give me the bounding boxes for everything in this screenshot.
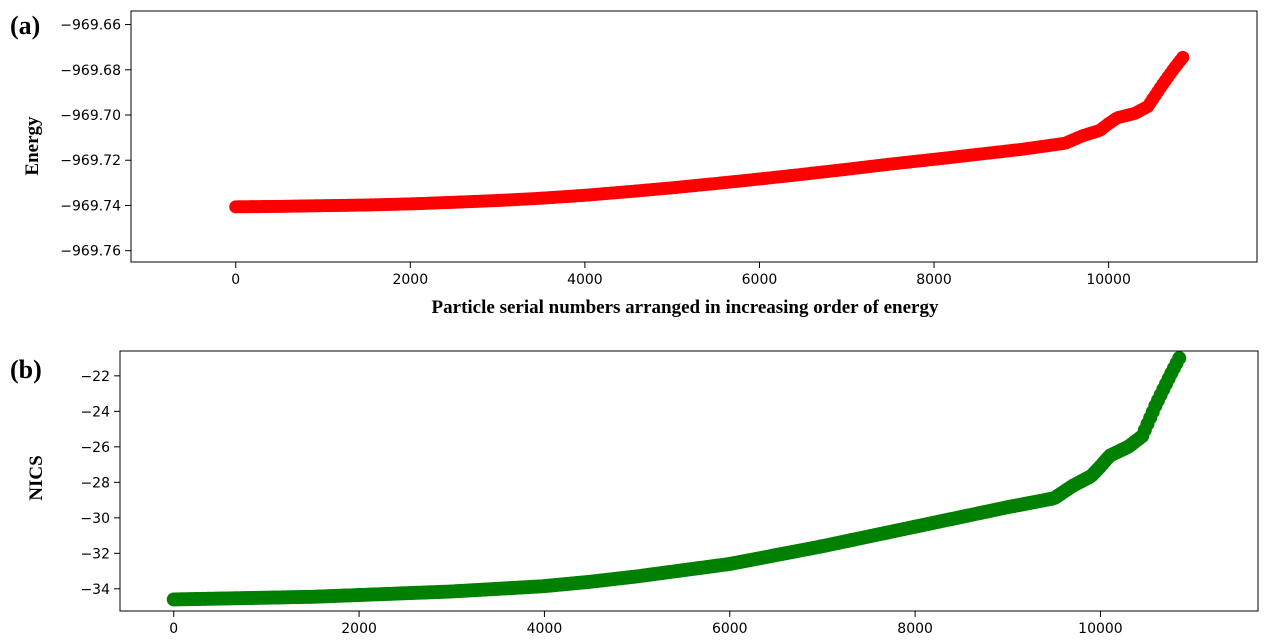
y-axis-ticks-b: −34 −32 −30 −28 −26 −24 −22 (80, 369, 120, 598)
y-axis-title-b: NICS (26, 455, 47, 500)
y-tick-label: −28 (80, 475, 110, 491)
x-tick-label: 4000 (567, 272, 603, 288)
y-tick-label: −32 (80, 546, 110, 562)
y-axis-ticks-a: −969.76 −969.74 −969.72 −969.70 −969.68 −969.… (60, 18, 131, 260)
x-tick-label: 6000 (712, 621, 748, 637)
panel-b-nics-chart: (b) 0 2000 4000 6000 8000 10000 −34−32−30−28−… (10, 350, 1259, 637)
y-tick-label: −969.76 (60, 244, 121, 260)
y-tick-label: −969.68 (60, 63, 121, 79)
x-tick-label: 2000 (392, 272, 428, 288)
y-tick-label: −30 (80, 511, 110, 527)
x-tick-label: 8000 (897, 621, 933, 637)
energy-scatter-series (229, 50, 1190, 214)
x-axis-ticks-b: 0 2000 4000 6000 8000 10000 (169, 611, 1123, 637)
x-tick-label: 8000 (916, 272, 952, 288)
x-tick-label: 10000 (1086, 272, 1131, 288)
y-tick-label: −22 (80, 369, 110, 385)
x-axis-ticks-a: 0 2000 4000 6000 8000 10000 (231, 262, 1131, 288)
y-tick-label: −24 (80, 404, 110, 420)
panel-a-energy-chart: (a) 0 2000 4000 6000 8000 10000 −969.76−969.7… (10, 10, 1258, 318)
y-axis-title-a: Energy (22, 116, 43, 176)
x-tick-label: 0 (231, 272, 240, 288)
plot-frame-b (119, 350, 1259, 612)
nics-data-point (1172, 351, 1187, 366)
y-tick-label: −969.72 (60, 153, 121, 169)
y-tick-label: −969.70 (60, 108, 121, 124)
plot-frame-a (130, 10, 1258, 263)
y-tick-label: −26 (80, 440, 110, 456)
panel-label-b: (b) (10, 355, 42, 384)
x-axis-title-a: Particle serial numbers arranged in incr… (432, 297, 939, 318)
x-tick-label: 4000 (527, 621, 563, 637)
energy-data-point (1176, 50, 1190, 64)
x-tick-label: 2000 (341, 621, 377, 637)
y-tick-label: −969.66 (60, 18, 121, 34)
panel-label-a: (a) (10, 11, 40, 40)
y-tick-label: −34 (80, 582, 110, 598)
y-tick-label: −969.74 (60, 198, 121, 214)
nics-scatter-series (166, 351, 1187, 607)
x-tick-label: 6000 (742, 272, 778, 288)
x-tick-label: 0 (169, 621, 178, 637)
x-tick-label: 10000 (1078, 621, 1123, 637)
